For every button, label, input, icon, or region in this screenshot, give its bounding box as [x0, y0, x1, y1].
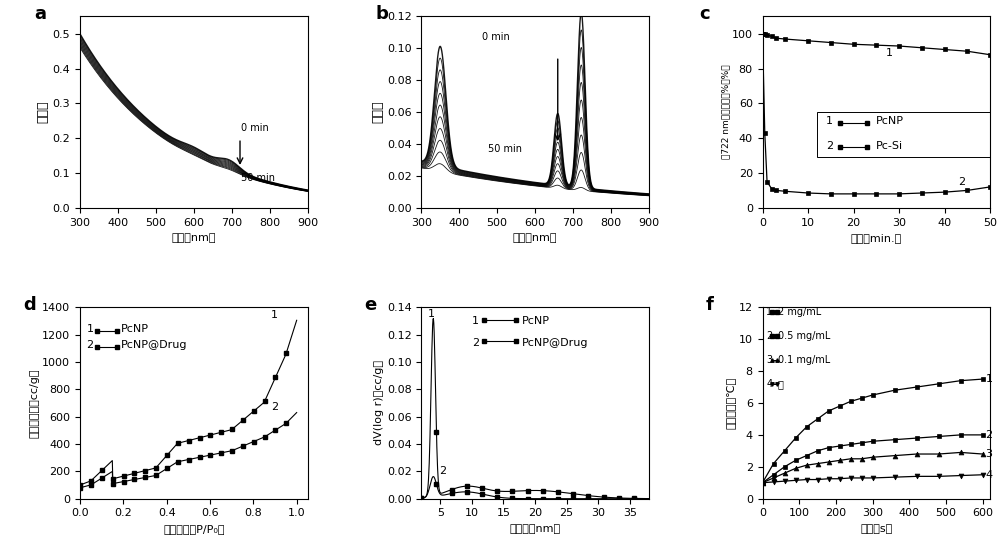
Text: f: f [706, 296, 714, 314]
X-axis label: 孔直径（nm）: 孔直径（nm） [509, 524, 561, 534]
Text: 1: 1 [826, 116, 833, 126]
Text: 3: 3 [766, 355, 772, 365]
Text: 1: 1 [766, 307, 772, 317]
X-axis label: 时间（min.）: 时间（min.） [851, 233, 902, 243]
Text: 2 mg/mL: 2 mg/mL [778, 307, 821, 317]
Y-axis label: 吸光度: 吸光度 [37, 101, 50, 123]
Text: 2: 2 [439, 466, 446, 476]
X-axis label: 时间（s）: 时间（s） [860, 524, 892, 534]
Y-axis label: 温度变化（℃）: 温度变化（℃） [726, 377, 736, 429]
Text: 1: 1 [428, 309, 435, 319]
Text: 2: 2 [986, 430, 993, 440]
Text: b: b [376, 5, 389, 23]
Text: 50 min: 50 min [241, 173, 275, 183]
Text: 2: 2 [271, 402, 278, 412]
Text: 4: 4 [766, 379, 772, 389]
Text: 1: 1 [472, 316, 479, 326]
Y-axis label: dV(log r)（cc/g）: dV(log r)（cc/g） [374, 361, 384, 446]
Text: 4: 4 [986, 470, 993, 480]
Text: 0.1 mg/mL: 0.1 mg/mL [778, 355, 830, 365]
Text: 1: 1 [87, 324, 94, 334]
Text: PcNP: PcNP [121, 324, 149, 334]
Text: 2: 2 [766, 331, 772, 341]
Text: PcNP@Drug: PcNP@Drug [121, 340, 188, 350]
Y-axis label: 吸光度: 吸光度 [371, 101, 384, 123]
Text: 2: 2 [472, 338, 479, 347]
Bar [817, 112, 999, 157]
Text: 0.5 mg/mL: 0.5 mg/mL [778, 331, 830, 341]
Text: 2: 2 [958, 177, 965, 187]
Text: PcNP@Drug: PcNP@Drug [522, 338, 589, 347]
X-axis label: 波长（nm）: 波长（nm） [513, 233, 557, 243]
X-axis label: 相对压力（P/P₀）: 相对压力（P/P₀） [163, 524, 224, 534]
Text: 水: 水 [778, 379, 784, 389]
Text: 1: 1 [986, 374, 993, 384]
Text: PcNP: PcNP [876, 116, 904, 126]
Text: 2: 2 [87, 340, 94, 350]
Text: e: e [364, 296, 377, 314]
Text: c: c [699, 5, 709, 23]
X-axis label: 波长（nm）: 波长（nm） [172, 233, 216, 243]
Text: Pc-Si: Pc-Si [876, 141, 903, 151]
Text: 0 min: 0 min [482, 32, 510, 42]
Text: 3: 3 [986, 449, 993, 459]
Y-axis label: 吸附的体积（cc/g）: 吸附的体积（cc/g） [29, 368, 39, 438]
Text: d: d [23, 296, 36, 314]
Text: a: a [34, 5, 46, 23]
Text: PcNP: PcNP [522, 316, 550, 326]
Text: 0 min: 0 min [241, 123, 269, 133]
Text: 1: 1 [885, 48, 892, 59]
Text: 50 min: 50 min [488, 144, 522, 154]
Text: 2: 2 [826, 141, 833, 151]
Y-axis label: 在722 nm处的吸光度%（%）: 在722 nm处的吸光度%（%） [721, 65, 730, 159]
Text: 1: 1 [271, 310, 278, 319]
